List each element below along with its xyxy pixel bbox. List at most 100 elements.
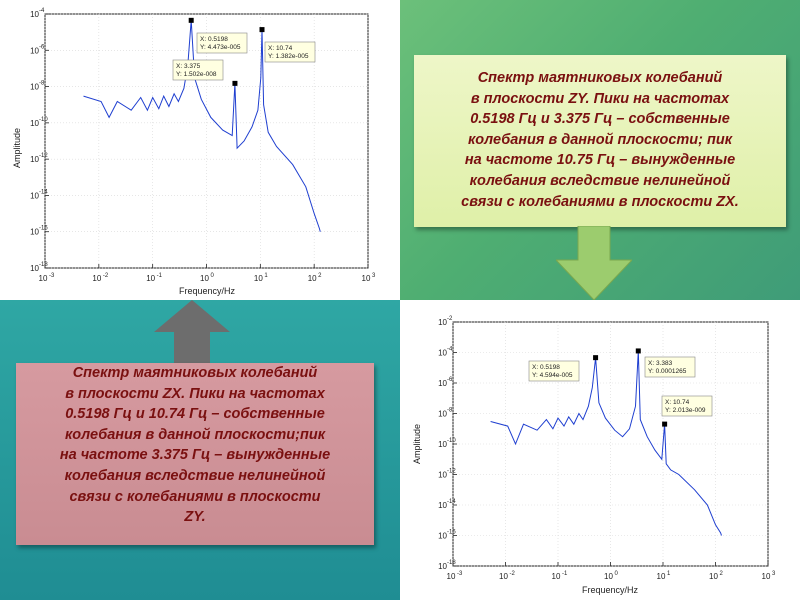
y-tick-exponent: -6 (447, 377, 453, 383)
y-tick-label: 10 (30, 264, 39, 273)
y-tick-label: 10 (438, 318, 447, 327)
y-tick-exponent: -14 (39, 189, 48, 195)
note-zx-description: Спектр маятниковых колебаний в плоскости… (16, 363, 374, 545)
x-tick-exponent: 1 (264, 273, 268, 279)
x-tick-label: 10 (709, 572, 718, 581)
y-tick-exponent: -18 (39, 262, 48, 268)
y-tick-exponent: -12 (447, 469, 456, 475)
peak-marker (635, 348, 641, 354)
y-tick-exponent: -10 (447, 438, 456, 444)
datatip-y: Y: 0.0001265 (648, 368, 687, 375)
x-tick-exponent: -3 (457, 571, 463, 577)
x-tick-exponent: 2 (318, 273, 322, 279)
peak-marker (259, 27, 265, 33)
note-line: колебания вследствие нелинейной (64, 467, 326, 484)
datatip-x: X: 10.74 (268, 45, 293, 52)
y-tick-label: 10 (30, 191, 39, 200)
arrow-down-icon (556, 226, 632, 300)
y-tick-exponent: -2 (447, 316, 453, 322)
y-tick-exponent: -4 (39, 8, 45, 14)
datatip-y: Y: 4.594e-005 (532, 372, 573, 379)
x-tick-label: 10 (499, 572, 508, 581)
x-tick-label: 10 (762, 572, 771, 581)
note-line: 0.5198 Гц и 10.74 Гц – собственные (65, 406, 325, 423)
x-tick-label: 10 (308, 274, 317, 283)
x-tick-label: 10 (254, 274, 263, 283)
y-tick-exponent: -8 (39, 81, 45, 87)
x-tick-exponent: 3 (772, 571, 776, 577)
y-tick-label: 10 (438, 379, 447, 388)
x-tick-label: 10 (552, 572, 561, 581)
x-tick-label: 10 (39, 274, 48, 283)
x-tick-label: 10 (362, 274, 371, 283)
note-line: в плоскости ZX. Пики на частотах (65, 385, 325, 402)
datatip-x: X: 3.383 (648, 360, 673, 367)
y-tick-label: 10 (438, 562, 447, 571)
x-tick-exponent: -1 (157, 273, 163, 279)
datatip-box (196, 32, 248, 54)
note-line: Спектр маятниковых колебаний (72, 365, 318, 381)
note-line: колебания в данной плоскости;пик (64, 426, 326, 443)
note-line: на частоте 10.75 Гц – вынужденные (464, 152, 736, 169)
y-tick-exponent: -12 (39, 153, 48, 159)
y-tick-exponent: -8 (447, 408, 453, 414)
y-tick-label: 10 (30, 10, 39, 19)
spectrum-curve (83, 20, 321, 232)
datatip-y: Y: 1.502e-008 (176, 71, 217, 78)
y-tick-label: 10 (438, 501, 447, 510)
y-tick-label: 10 (438, 532, 447, 541)
x-tick-exponent: -1 (562, 571, 568, 577)
datatip-x: X: 0.5198 (200, 36, 228, 43)
x-axis-label: Frequency/Hz (582, 585, 639, 595)
x-tick-label: 10 (604, 572, 613, 581)
peak-marker (593, 355, 599, 361)
datatip-box (644, 356, 696, 378)
datatip: X: 10.74Y: 2.013e-009 (661, 395, 713, 417)
x-tick-exponent: 3 (372, 273, 376, 279)
datatip-box (528, 360, 580, 382)
x-tick-label: 10 (200, 274, 209, 283)
x-axis-label: Frequency/Hz (179, 286, 236, 296)
note-line: связи с колебаниями в плоскости ZX. (461, 193, 739, 210)
y-tick-exponent: -4 (447, 347, 453, 353)
datatip-y: Y: 1.382e-005 (268, 53, 309, 60)
x-tick-label: 10 (146, 274, 155, 283)
x-tick-exponent: 0 (615, 571, 619, 577)
peak-marker (662, 421, 668, 427)
y-tick-label: 10 (438, 440, 447, 449)
note-line: 0.5198 Гц и 3.375 Гц – собственные (470, 111, 730, 128)
y-axis-label: Amplitude (12, 128, 22, 168)
y-axis-label: Amplitude (412, 424, 422, 464)
y-tick-exponent: -6 (39, 44, 45, 50)
x-tick-exponent: -3 (49, 273, 55, 279)
y-tick-exponent: -18 (447, 560, 456, 566)
datatip-x: X: 3.375 (176, 63, 201, 70)
y-tick-exponent: -10 (39, 117, 48, 123)
y-tick-label: 10 (30, 46, 39, 55)
datatip-y: Y: 4.473e-005 (200, 44, 241, 51)
y-tick-exponent: -14 (447, 499, 456, 505)
x-tick-exponent: 2 (720, 571, 724, 577)
x-tick-exponent: -2 (103, 273, 109, 279)
x-tick-label: 10 (92, 274, 101, 283)
y-tick-label: 10 (438, 410, 447, 419)
y-tick-label: 10 (30, 83, 39, 92)
peak-marker (188, 17, 194, 23)
peak-marker (232, 80, 238, 86)
y-tick-label: 10 (30, 228, 39, 237)
note-zy-description: Спектр маятниковых колебаний в плоскости… (414, 55, 786, 227)
note-line: колебания в данной плоскости; пик (467, 131, 733, 148)
datatip-y: Y: 2.013e-009 (665, 407, 706, 414)
y-tick-label: 10 (30, 119, 39, 128)
datatip: X: 10.74Y: 1.382e-005 (264, 41, 316, 63)
note-line: в плоскости ZY. Пики на частотах (470, 90, 730, 107)
x-tick-label: 10 (657, 572, 666, 581)
y-tick-exponent: -16 (447, 530, 456, 536)
y-tick-label: 10 (30, 155, 39, 164)
x-tick-exponent: -2 (510, 571, 516, 577)
